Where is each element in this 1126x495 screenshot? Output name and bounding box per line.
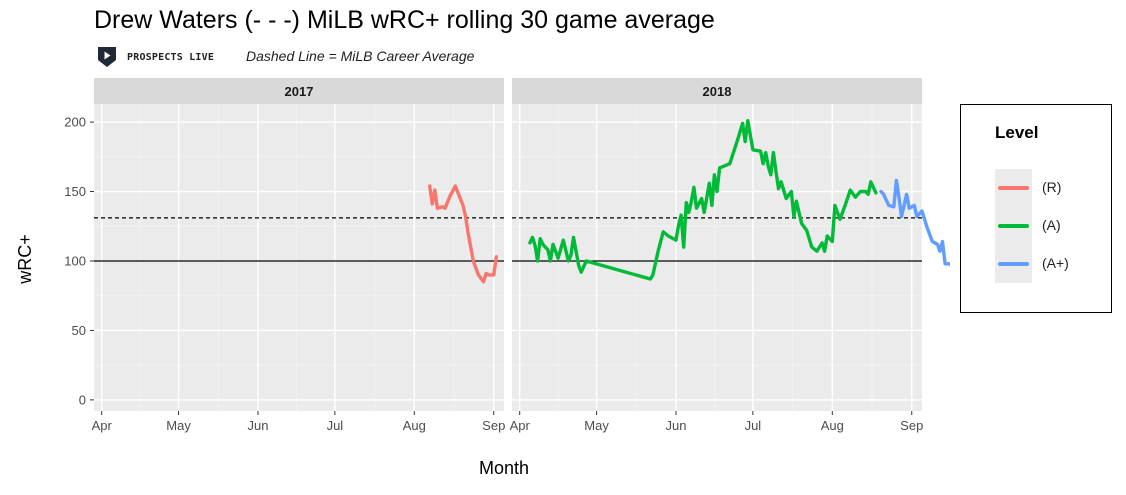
legend-label-r: (R) xyxy=(1042,179,1062,195)
y-axis-title: wRC+ xyxy=(15,234,35,285)
legend-swatch-a-plus xyxy=(998,262,1029,266)
strip-header xyxy=(94,78,504,104)
series-line-a xyxy=(528,118,878,281)
series-line-r xyxy=(428,184,498,284)
logo-text: PROSPECTS LIVE xyxy=(127,51,215,63)
legend-key-r xyxy=(995,169,1032,207)
x-tick-label: Jul xyxy=(327,418,344,433)
x-tick-label: May xyxy=(584,418,609,433)
legend-key-a-plus xyxy=(995,245,1032,283)
legend-item-r: (R) xyxy=(995,169,1115,207)
x-tick-label: Apr xyxy=(92,418,113,433)
legend-swatch-r xyxy=(998,186,1029,190)
chart-plot: 2017 Apr May Jun Jul Aug Sep 2018 Apr May Jun Jul Au… xyxy=(15,78,950,478)
legend: Level (R) (A) (A+) xyxy=(960,104,1112,313)
panel-background xyxy=(512,104,922,411)
play-badge-icon xyxy=(98,47,116,67)
x-tick-label: Apr xyxy=(510,418,531,433)
x-axis-title: Month xyxy=(479,458,529,478)
chart-title: Drew Waters (- - -) MiLB wRC+ rolling 30… xyxy=(94,6,715,34)
legend-title: Level xyxy=(995,123,1039,142)
legend-key-a xyxy=(995,207,1032,245)
strip-label: 2018 xyxy=(703,84,732,99)
panel-2017: 2017 Apr May Jun Jul Aug Sep xyxy=(92,78,505,433)
x-tick-label: Sep xyxy=(900,418,923,433)
x-tick-label: Aug xyxy=(821,418,844,433)
series-line-a-plus xyxy=(879,178,950,267)
y-tick-label: 50 xyxy=(72,323,86,338)
y-tick-label: 200 xyxy=(64,115,86,130)
legend-swatch-a xyxy=(998,224,1029,228)
y-tick-label: 150 xyxy=(64,184,86,199)
x-tick-label: Aug xyxy=(403,418,426,433)
x-tick-label: May xyxy=(166,418,191,433)
x-tick-label: Sep xyxy=(482,418,505,433)
legend-label-a: (A) xyxy=(1042,217,1061,233)
x-tick-label: Jun xyxy=(666,418,687,433)
legend-item-a: (A) xyxy=(995,207,1115,245)
panel-background xyxy=(94,104,504,411)
legend-item-a-plus: (A+) xyxy=(995,245,1115,283)
strip-label: 2017 xyxy=(285,84,314,99)
chart-subtitle: Dashed Line = MiLB Career Average xyxy=(246,48,475,64)
x-tick-label: Jun xyxy=(248,418,269,433)
panel-2018: 2018 Apr May Jun Jul Aug Sep xyxy=(510,78,950,433)
strip-header xyxy=(512,78,922,104)
legend-label-a-plus: (A+) xyxy=(1042,255,1069,271)
prospects-live-logo: PROSPECTS LIVE xyxy=(97,46,214,68)
y-tick-label: 100 xyxy=(64,253,86,268)
x-tick-label: Jul xyxy=(745,418,762,433)
y-tick-label: 0 xyxy=(79,392,86,407)
